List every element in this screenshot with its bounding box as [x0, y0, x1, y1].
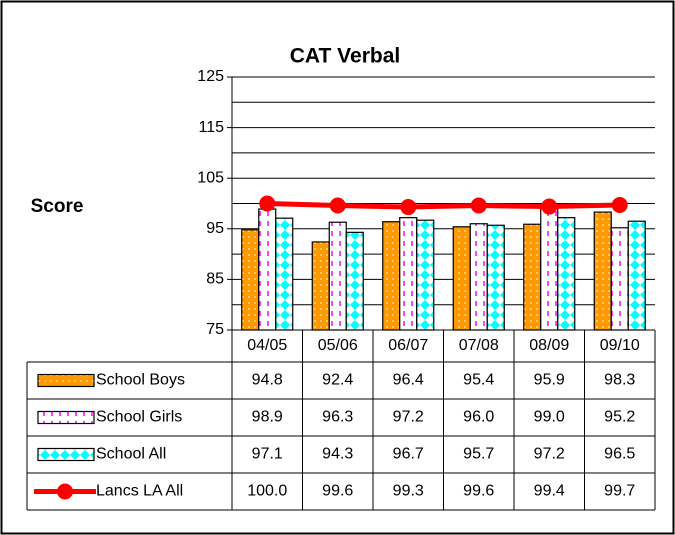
table-value: 97.2 [393, 409, 424, 426]
bar [416, 219, 435, 331]
x-tick-label: 05/06 [318, 337, 358, 354]
y-tick-label: 115 [198, 119, 224, 136]
legend-label: School Girls [96, 409, 182, 426]
legend-swatch [37, 410, 95, 425]
bar [486, 224, 505, 331]
legend-marker [57, 483, 73, 500]
bar [469, 223, 488, 331]
x-tick-label: 09/10 [600, 337, 640, 354]
table-value: 99.0 [534, 409, 565, 426]
x-tick-label: 04/05 [247, 337, 287, 354]
y-tick-label: 105 [197, 169, 224, 186]
bar [610, 227, 629, 331]
bar [241, 229, 260, 331]
chart-title: CAT Verbal [290, 45, 400, 68]
bar [523, 223, 542, 331]
bar [557, 217, 576, 331]
x-tick-label: 08/09 [529, 337, 569, 354]
bar [311, 241, 330, 331]
table-value: 100.0 [247, 483, 287, 500]
line-marker [259, 195, 276, 212]
bar [627, 220, 646, 331]
table-value: 99.4 [534, 483, 565, 500]
line [267, 201, 620, 210]
table-value: 95.4 [463, 372, 494, 389]
table-value: 99.6 [322, 483, 353, 500]
legend-swatch [37, 447, 95, 462]
legend-swatch [37, 373, 95, 388]
x-tick-label: 06/07 [388, 337, 428, 354]
table-value: 99.6 [463, 483, 494, 500]
line-marker [470, 197, 487, 214]
table-value: 92.4 [322, 372, 353, 389]
bar [382, 221, 401, 331]
table-value: 95.7 [463, 446, 494, 463]
table-value: 98.9 [252, 409, 283, 426]
table-value: 97.1 [252, 446, 283, 463]
y-tick-label: 85 [206, 271, 224, 288]
table-value: 96.7 [393, 446, 424, 463]
table-value: 95.9 [534, 372, 565, 389]
legend-label: School All [96, 446, 166, 463]
bar [452, 226, 471, 331]
line-marker [541, 198, 558, 215]
y-tick-label: 125 [197, 68, 224, 85]
line-marker [611, 197, 628, 214]
bar [399, 217, 418, 331]
table-value: 94.3 [322, 446, 353, 463]
table-value: 99.7 [604, 483, 635, 500]
y-tick-label: 75 [206, 321, 224, 338]
table-value: 96.3 [322, 409, 353, 426]
legend-label: School Boys [96, 372, 185, 389]
bar [258, 208, 277, 331]
table-value: 98.3 [604, 372, 635, 389]
table-value: 94.8 [252, 372, 283, 389]
legend-label: Lancs LA All [96, 483, 183, 500]
bar [593, 211, 612, 331]
table-value: 99.3 [393, 483, 424, 500]
bar [275, 217, 294, 331]
table-value: 96.4 [393, 372, 424, 389]
y-tick-label: 95 [206, 220, 224, 237]
bar [328, 221, 347, 331]
table-value: 96.5 [604, 446, 635, 463]
y-axis-label: Score [31, 196, 84, 217]
table-value: 95.2 [604, 409, 635, 426]
table-value: 96.0 [463, 409, 494, 426]
line-marker [400, 199, 417, 216]
bar [540, 207, 559, 331]
x-tick-label: 07/08 [459, 337, 499, 354]
line-marker [329, 197, 346, 214]
bar [345, 231, 364, 331]
table-value: 97.2 [534, 446, 565, 463]
